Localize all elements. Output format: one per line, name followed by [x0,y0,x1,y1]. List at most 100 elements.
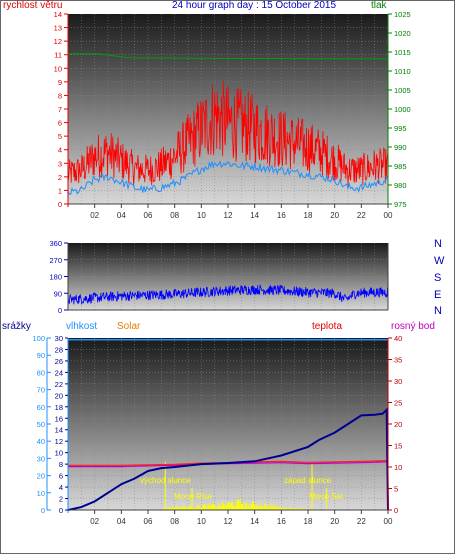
temp-tick-label: 5 [394,485,398,494]
p1-left-tick-label: 12 [54,37,62,46]
rain-label: srážky [2,321,31,332]
p2-left-tick-label: 90 [54,289,62,298]
solar-label: Solar [117,321,141,332]
p1-x-tick-label: 22 [357,211,366,220]
p1-left-tick-label: 2 [58,173,62,182]
p3-x-tick-label: 22 [357,517,366,526]
p1-right-tick-label: 1010 [394,67,411,76]
plot-area-3 [68,338,388,510]
humidity-label: vlhkost [66,321,98,332]
p3-x-tick-label: 18 [304,517,313,526]
rain-tick-label: 4 [59,483,63,492]
dewpoint-label: rosný bod [391,321,435,332]
temp-tick-label: 30 [394,377,402,386]
rain-tick-label: 8 [59,460,63,469]
wind-direction-line [67,284,389,306]
humidity-tick-label: 80 [37,368,45,377]
p3-x-tick-label: 12 [224,517,233,526]
p1-left-tick-label: 0 [58,200,62,209]
p3-x-tick-label: 00 [384,517,393,526]
rain-tick-label: 16 [55,414,63,423]
p3-x-tick-label: 02 [90,517,99,526]
temp-tick-label: 40 [394,334,402,343]
p1-left-tick-label: 6 [58,119,62,128]
moonset-label: Moon Set [309,492,344,501]
p1-x-tick-label: 00 [384,211,393,220]
p2-left-tick-label: 270 [49,256,62,265]
rain-tick-label: 28 [55,345,63,354]
p1-left-tick-label: 10 [54,64,62,73]
p1-x-tick-label: 18 [304,211,313,220]
p3-x-tick-label: 14 [250,517,259,526]
p3-x-tick-label: 04 [117,517,126,526]
p2-left-tick-label: 180 [49,273,62,282]
p1-right-tick-label: 975 [394,200,407,209]
rain-tick-label: 30 [55,334,63,343]
p1-x-tick-label: 20 [330,211,339,220]
rain-tick-label: 12 [55,437,63,446]
humidity-tick-label: 90 [37,351,45,360]
p1-x-tick-label: 16 [277,211,286,220]
p1-x-tick-label: 08 [170,211,179,220]
wind-average-line [67,160,389,195]
dewpoint-line [68,461,389,468]
sunset-label: západ slunce [284,476,332,485]
p1-left-tick-label: 1 [58,186,62,195]
direction-label-n-top: N [434,238,442,250]
p1-left-tick-label: 14 [54,10,62,19]
p1-right-tick-label: 1000 [394,105,411,114]
temperature-label: teplota [312,321,343,332]
direction-label-e: E [434,289,442,301]
direction-label-s: S [434,272,442,284]
rain-tick-label: 14 [55,426,63,435]
p3-x-tick-label: 08 [170,517,179,526]
wind-speed-label: rychlost větru [3,0,63,11]
temp-tick-label: 20 [394,420,402,429]
p1-left-tick-label: 7 [58,105,62,114]
wind-speed-line [67,80,389,186]
humidity-tick-label: 70 [37,386,45,395]
rain-tick-label: 0 [59,506,63,515]
p1-right-tick-label: 1025 [394,10,411,19]
temp-tick-label: 35 [394,356,402,365]
p1-left-tick-label: 3 [58,159,62,168]
p1-x-tick-label: 12 [224,211,233,220]
p1-right-tick-label: 985 [394,162,407,171]
humidity-tick-label: 50 [37,420,45,429]
p1-right-tick-label: 990 [394,143,407,152]
p1-x-tick-label: 10 [197,211,206,220]
direction-label-n-bottom: N [434,305,442,317]
p1-right-tick-label: 1005 [394,86,411,95]
temp-tick-label: 10 [394,463,402,472]
p3-x-tick-label: 06 [144,517,153,526]
p3-x-tick-label: 20 [330,517,339,526]
p1-x-tick-label: 04 [117,211,126,220]
rain-tick-label: 20 [55,391,63,400]
temp-tick-label: 0 [394,506,398,515]
rain-tick-label: 6 [59,472,63,481]
p1-left-tick-label: 8 [58,91,62,100]
rain-tick-label: 26 [55,357,63,366]
p1-right-tick-label: 1015 [394,48,411,57]
humidity-tick-label: 0 [41,506,45,515]
humidity-tick-label: 10 [37,489,45,498]
p3-x-tick-label: 10 [197,517,206,526]
moonrise-label: Moon Rise [174,492,213,501]
rain-tick-label: 2 [59,495,63,504]
p1-left-tick-label: 5 [58,132,62,141]
temp-tick-label: 15 [394,442,402,451]
temp-tick-label: 25 [394,399,402,408]
rain-tick-label: 10 [55,449,63,458]
humidity-tick-label: 60 [37,403,45,412]
p1-left-tick-label: 11 [54,51,62,60]
p1-x-tick-label: 14 [250,211,259,220]
rain-tick-label: 22 [55,380,63,389]
p1-left-tick-label: 9 [58,78,62,87]
p1-right-tick-label: 1020 [394,29,411,38]
p1-x-tick-label: 02 [90,211,99,220]
p1-x-tick-label: 06 [144,211,153,220]
humidity-tick-label: 30 [37,454,45,463]
humidity-tick-label: 100 [32,334,45,343]
p3-x-tick-label: 16 [277,517,286,526]
